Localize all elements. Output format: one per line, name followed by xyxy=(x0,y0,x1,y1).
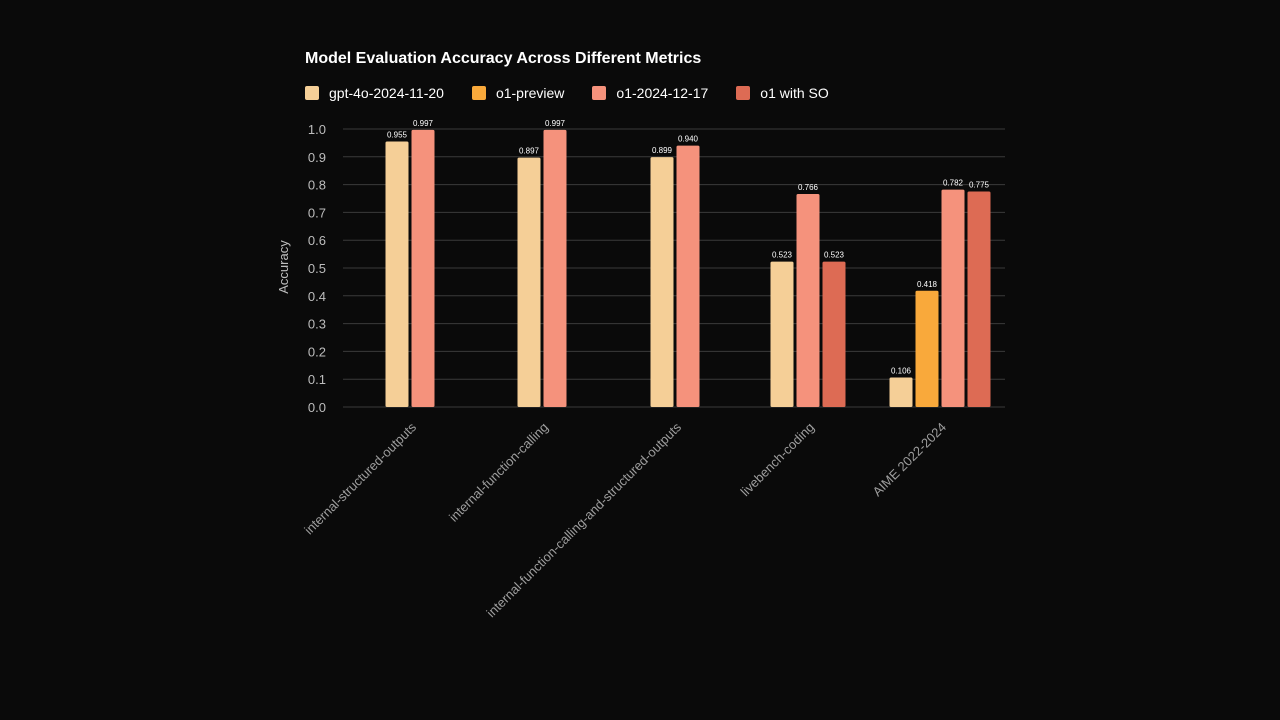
bar-value-label: 0.940 xyxy=(678,135,699,144)
y-tick-label: 0.7 xyxy=(308,205,326,220)
x-tick-label: AIME 2022-2024 xyxy=(870,420,950,500)
bar[interactable] xyxy=(822,261,846,407)
grid-lines xyxy=(343,128,1005,408)
legend-swatch xyxy=(592,86,607,100)
y-axis-label: Accuracy xyxy=(276,240,291,294)
legend-item-gpt-4o[interactable]: gpt-4o-2024-11-20 xyxy=(305,85,444,101)
bar[interactable] xyxy=(676,145,700,407)
bar[interactable] xyxy=(770,261,794,407)
legend-label: o1 with SO xyxy=(760,85,829,101)
y-tick-label: 0.5 xyxy=(308,261,326,276)
y-axis-ticks: 0.0 0.1 0.2 0.3 0.4 0.5 0.6 0.7 0.8 0.9 1.0 xyxy=(308,122,326,415)
bar[interactable] xyxy=(543,129,567,408)
x-tick-label: internal-function-calling xyxy=(446,420,551,525)
bar[interactable] xyxy=(517,157,541,407)
data-labels: 0.955 0.997 0.897 0.997 0.899 0.940 0.523 0.766… xyxy=(387,119,990,376)
legend-swatch xyxy=(736,86,751,100)
legend-label: o1-2024-12-17 xyxy=(616,85,709,101)
y-tick-label: 0.6 xyxy=(308,233,326,248)
bars xyxy=(385,129,991,408)
bar-value-label: 0.523 xyxy=(824,251,845,260)
y-tick-label: 0.0 xyxy=(308,400,326,415)
bar-value-label: 0.782 xyxy=(943,179,964,188)
legend-swatch xyxy=(471,86,486,100)
y-tick-label: 1.0 xyxy=(308,122,326,137)
legend-swatch xyxy=(305,86,319,100)
bar-value-label: 0.418 xyxy=(917,280,938,289)
bar-value-label: 0.997 xyxy=(545,119,566,128)
y-tick-label: 0.8 xyxy=(308,178,326,193)
bar[interactable] xyxy=(915,290,939,407)
y-tick-label: 0.9 xyxy=(308,150,326,165)
bar[interactable] xyxy=(796,194,820,407)
legend: gpt-4o-2024-11-20 o1-preview o1-2024-12-… xyxy=(305,85,857,101)
y-tick-label: 0.2 xyxy=(308,344,326,359)
bar-value-label: 0.106 xyxy=(891,367,912,376)
bar[interactable] xyxy=(385,141,409,407)
x-tick-label: livebench-coding xyxy=(738,420,818,500)
x-tick-label: internal-structured-outputs xyxy=(301,419,419,537)
legend-item-o1[interactable]: o1-2024-12-17 xyxy=(592,85,708,101)
bar[interactable] xyxy=(941,189,965,407)
legend-label: o1-preview xyxy=(495,85,565,101)
bar-value-label: 0.775 xyxy=(969,181,990,190)
y-tick-label: 0.4 xyxy=(308,289,326,304)
bar[interactable] xyxy=(650,157,674,407)
bar-value-label: 0.899 xyxy=(652,146,673,155)
bar-value-label: 0.955 xyxy=(387,131,408,140)
chart-title: Model Evaluation Accuracy Across Differe… xyxy=(305,50,702,67)
bar[interactable] xyxy=(889,377,913,407)
legend-item-o1-with-so[interactable]: o1 with SO xyxy=(736,85,829,101)
bar[interactable] xyxy=(967,191,991,407)
legend-item-o1-preview[interactable]: o1-preview xyxy=(471,85,565,101)
y-tick-label: 0.1 xyxy=(308,372,326,387)
bar-value-label: 0.523 xyxy=(772,251,793,260)
bar-value-label: 0.997 xyxy=(413,119,434,128)
legend-label: gpt-4o-2024-11-20 xyxy=(329,85,444,101)
x-axis-ticks: internal-structured-outputs internal-func… xyxy=(301,419,949,620)
bar-value-label: 0.766 xyxy=(798,183,819,192)
bar[interactable] xyxy=(411,129,435,408)
bar-value-label: 0.897 xyxy=(519,147,540,156)
y-tick-label: 0.3 xyxy=(308,317,326,332)
